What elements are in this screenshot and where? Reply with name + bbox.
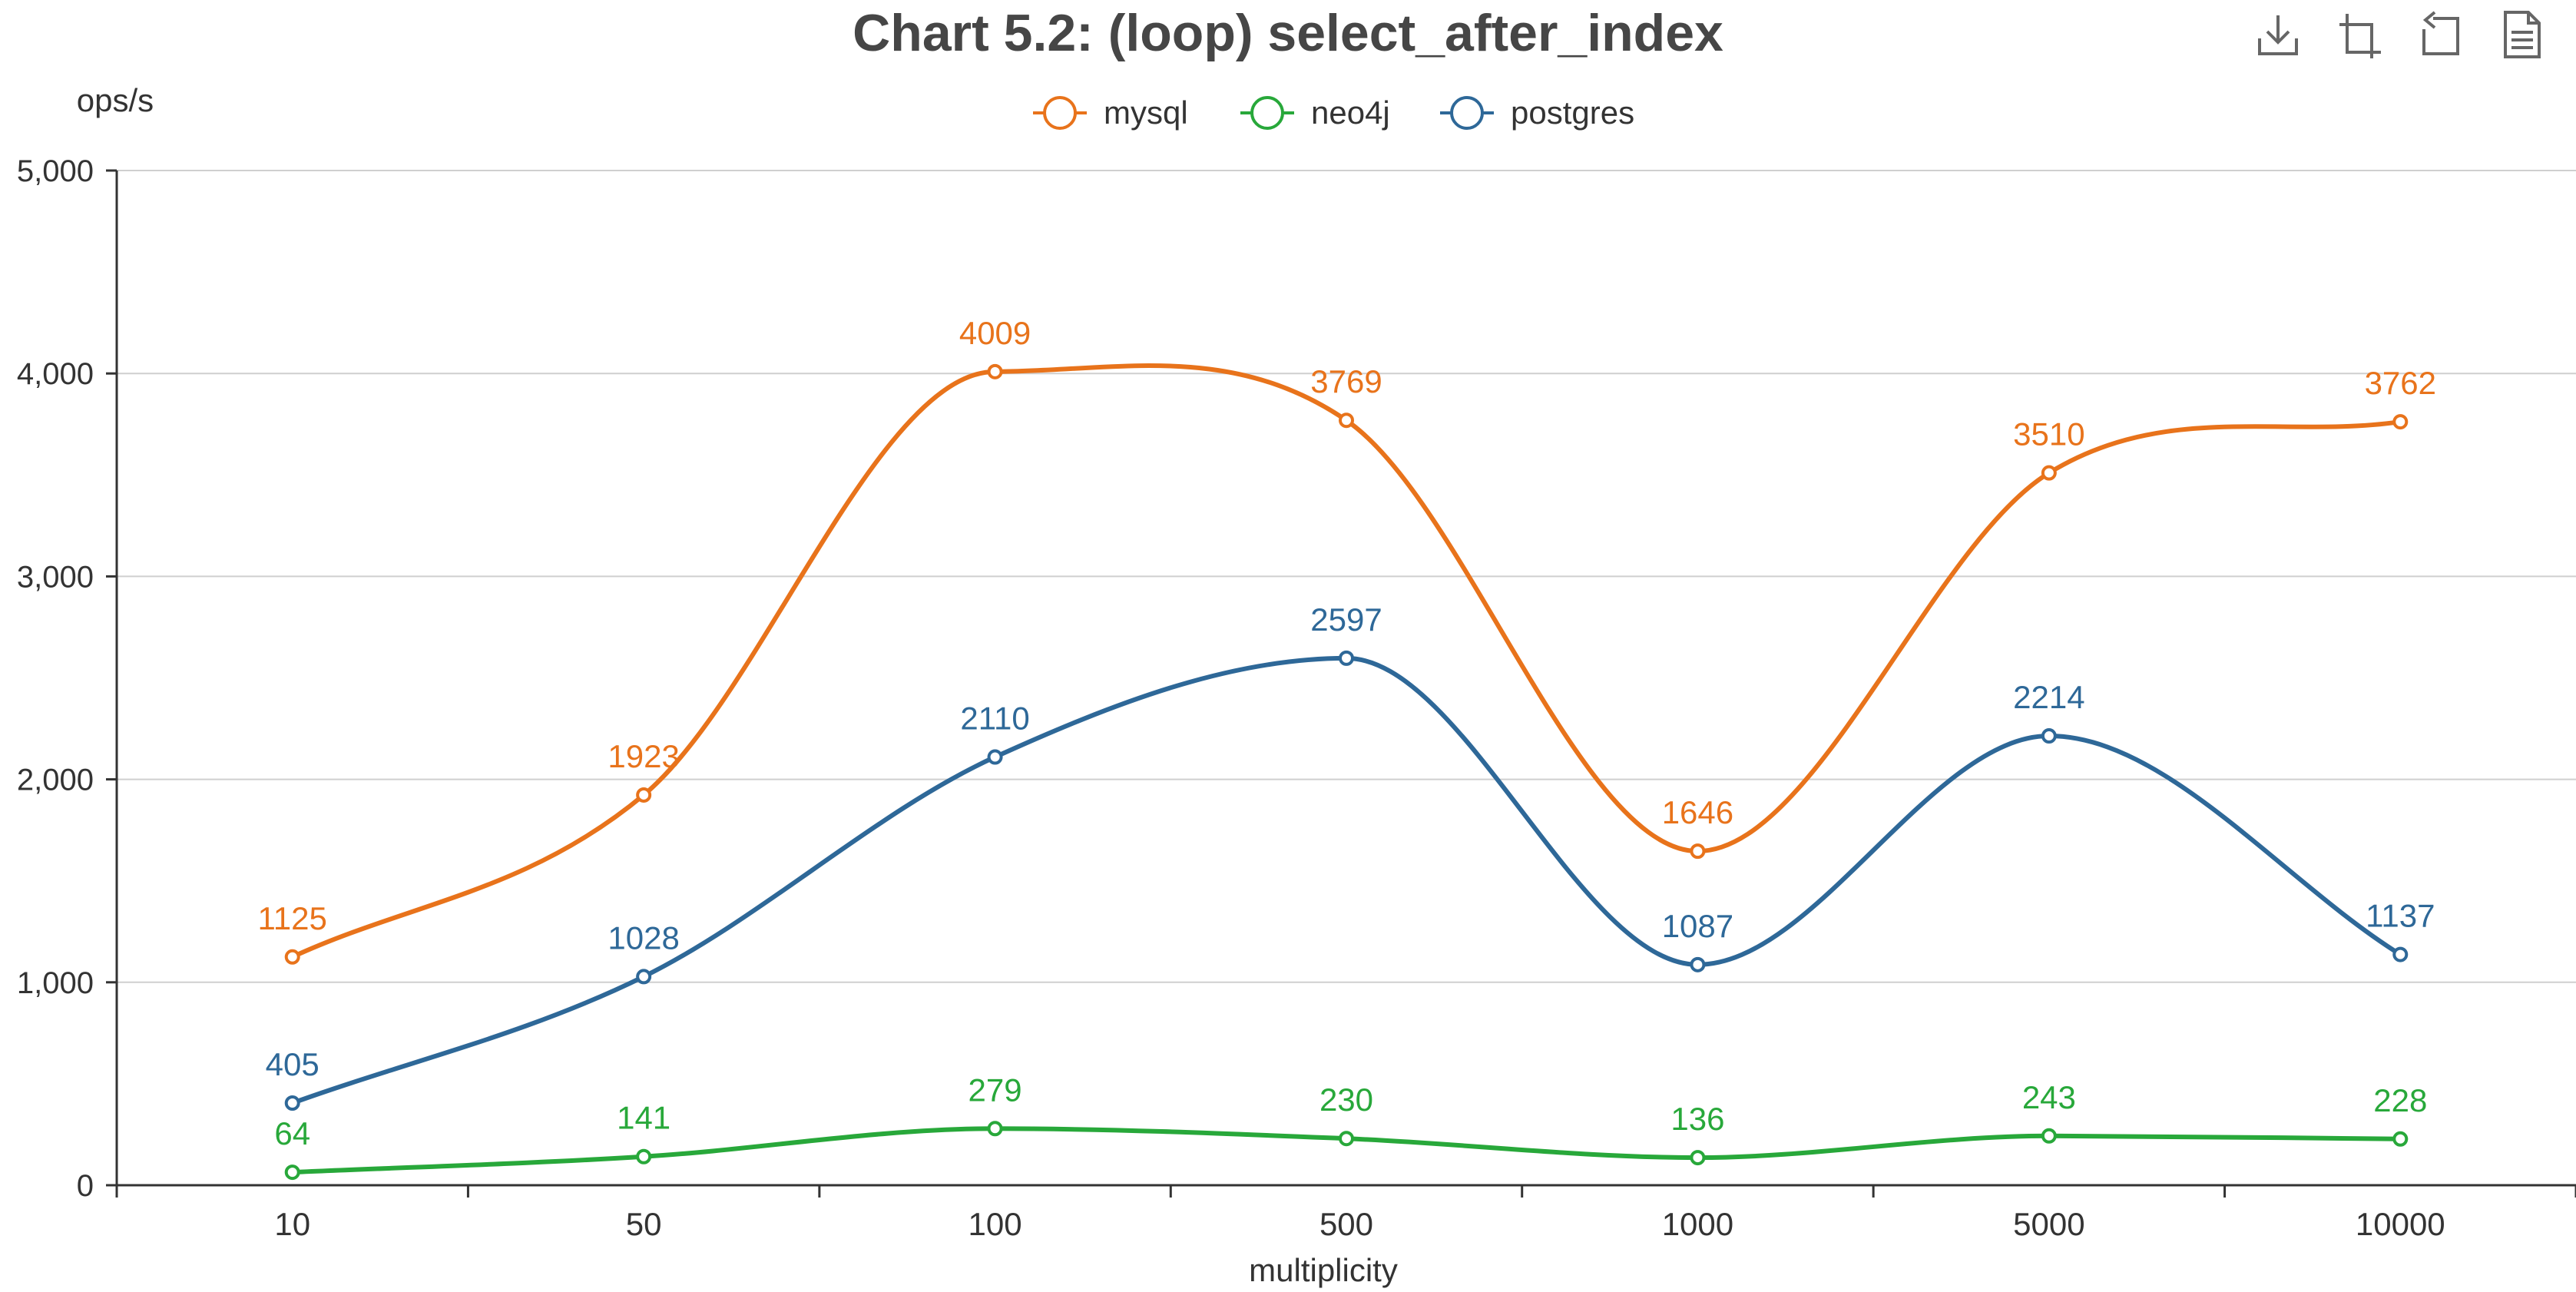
- data-label-postgres: 1028: [608, 919, 679, 956]
- data-point-neo4j: [636, 1148, 652, 1164]
- download-icon[interactable]: [2255, 8, 2301, 61]
- data-point-neo4j: [1690, 1150, 1706, 1166]
- toolbox: [2255, 8, 2545, 61]
- data-point-postgres: [1339, 650, 1354, 666]
- data-label-mysql: 1646: [1662, 794, 1733, 830]
- legend-label-postgres: postgres: [1511, 94, 1634, 131]
- series-line-postgres: [291, 655, 2402, 1105]
- data-label-postgres: 2214: [2013, 679, 2084, 715]
- y-tick-label: 1,000: [17, 966, 94, 1000]
- data-point-mysql: [284, 949, 300, 965]
- y-tick-label: 4,000: [17, 357, 94, 391]
- legend-marker-neo4j: [1250, 96, 1284, 130]
- x-axis-title: multiplicity: [1249, 1252, 1398, 1288]
- data-point-postgres: [2392, 946, 2409, 962]
- data-point-mysql: [636, 787, 652, 803]
- data-view-icon[interactable]: [2499, 8, 2545, 61]
- data-point-postgres: [987, 749, 1003, 765]
- data-point-neo4j: [1339, 1131, 1354, 1147]
- data-label-neo4j: 64: [274, 1115, 310, 1151]
- crop-icon[interactable]: [2336, 8, 2382, 61]
- data-label-postgres: 2597: [1310, 601, 1382, 638]
- data-label-mysql: 1923: [608, 738, 679, 774]
- data-label-postgres: 1137: [2366, 898, 2435, 934]
- legend-marker-postgres: [1450, 96, 1484, 130]
- data-label-mysql: 1125: [258, 900, 327, 936]
- x-tick-label: 5000: [2013, 1206, 2084, 1242]
- undo-icon[interactable]: [2418, 8, 2464, 61]
- x-tick-label: 50: [626, 1206, 662, 1242]
- data-point-neo4j: [987, 1121, 1003, 1137]
- x-tick-label: 1000: [1662, 1206, 1733, 1242]
- data-label-neo4j: 230: [1319, 1082, 1373, 1118]
- data-point-postgres: [284, 1095, 300, 1111]
- data-label-neo4j: 243: [2022, 1079, 2076, 1115]
- data-label-postgres: 2110: [960, 701, 1029, 737]
- x-tick-label: 10: [274, 1206, 310, 1242]
- legend-marker-mysql: [1043, 96, 1077, 130]
- data-label-postgres: 1087: [1662, 908, 1733, 944]
- data-point-mysql: [2392, 414, 2409, 430]
- legend-label-neo4j: neo4j: [1311, 94, 1390, 131]
- data-point-mysql: [2041, 465, 2057, 481]
- data-point-mysql: [987, 363, 1003, 379]
- chart-title: Chart 5.2: (loop) select_after_index: [853, 4, 1723, 62]
- data-point-neo4j: [284, 1164, 300, 1181]
- data-label-neo4j: 279: [968, 1072, 1022, 1108]
- data-point-postgres: [636, 969, 652, 985]
- data-point-mysql: [1339, 412, 1354, 429]
- data-label-postgres: 405: [266, 1046, 320, 1082]
- y-tick-label: 5,000: [17, 154, 94, 188]
- data-point-postgres: [1690, 956, 1706, 972]
- data-label-mysql: 4009: [959, 315, 1031, 351]
- x-tick-label: 100: [968, 1206, 1022, 1242]
- data-label-mysql: 3769: [1310, 363, 1382, 399]
- data-point-postgres: [2041, 728, 2057, 744]
- x-tick-label: 10000: [2356, 1206, 2445, 1242]
- data-point-mysql: [1690, 843, 1706, 860]
- data-point-neo4j: [2041, 1128, 2057, 1144]
- data-point-neo4j: [2392, 1131, 2409, 1147]
- series-line-mysql: [291, 363, 2401, 959]
- data-label-neo4j: 136: [1670, 1101, 1724, 1137]
- y-tick-label: 0: [77, 1169, 94, 1203]
- y-axis-title: ops/s: [77, 82, 154, 118]
- y-tick-label: 2,000: [17, 764, 94, 797]
- data-label-neo4j: 228: [2373, 1082, 2427, 1118]
- legend-label-mysql: mysql: [1104, 94, 1188, 131]
- y-tick-label: 3,000: [17, 560, 94, 594]
- data-label-neo4j: 141: [617, 1100, 670, 1136]
- data-label-mysql: 3762: [2365, 365, 2436, 401]
- x-tick-label: 500: [1319, 1206, 1373, 1242]
- data-label-mysql: 3510: [2013, 416, 2084, 452]
